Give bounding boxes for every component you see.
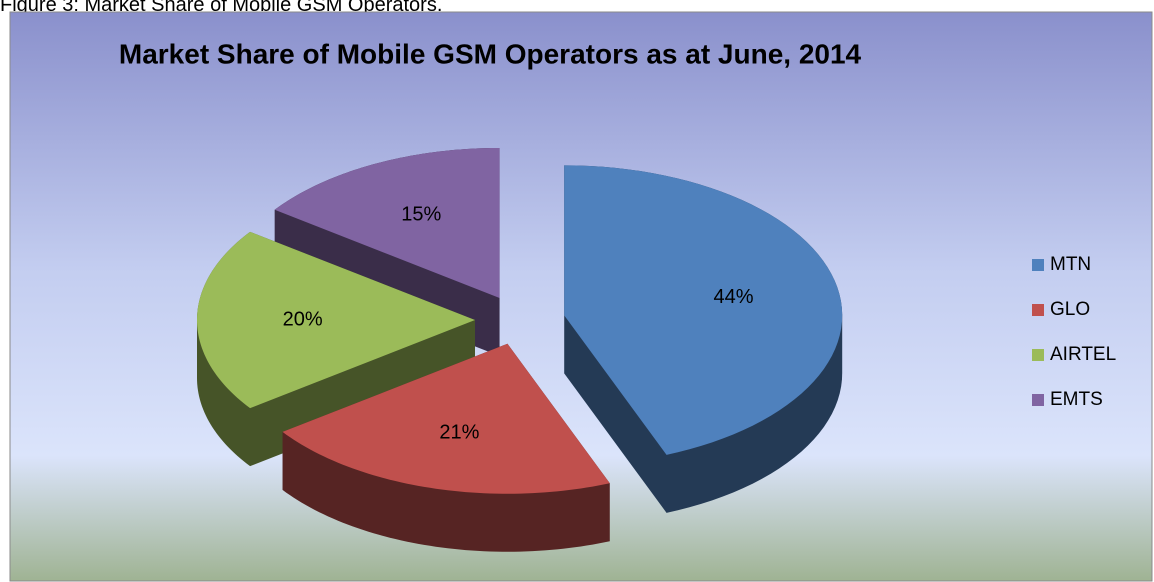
slice	[197, 231, 475, 409]
legend-swatch	[1032, 259, 1044, 271]
chart-title: Market Share of Mobile GSM Operators as …	[119, 38, 862, 69]
legend-label: MTN	[1050, 254, 1091, 275]
slice	[282, 343, 610, 494]
legend-label: EMTS	[1050, 389, 1103, 410]
data-label: 15%	[401, 203, 441, 225]
legend-swatch	[1032, 349, 1044, 361]
legend-swatch	[1032, 304, 1044, 316]
data-label: 44%	[713, 286, 753, 308]
legend-label: AIRTEL	[1050, 344, 1116, 365]
slice	[564, 165, 843, 455]
data-label: 21%	[439, 421, 479, 443]
data-label: 20%	[283, 308, 323, 330]
slice	[274, 147, 500, 298]
legend-label: GLO	[1050, 299, 1090, 320]
legend-swatch	[1032, 394, 1044, 406]
